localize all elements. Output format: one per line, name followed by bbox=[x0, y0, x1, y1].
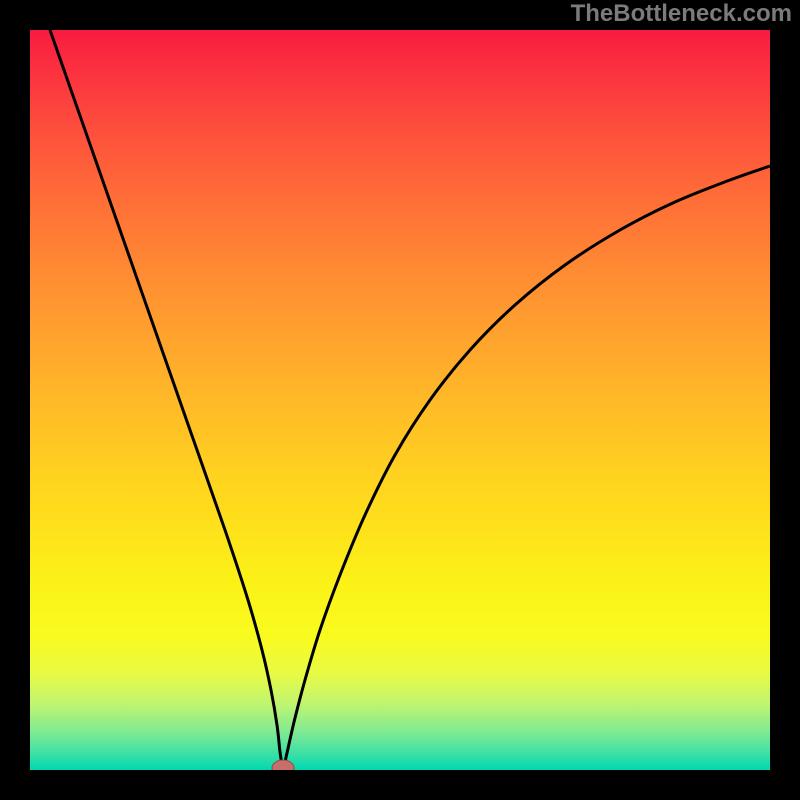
curve-layer bbox=[30, 30, 770, 770]
left-branch-curve bbox=[50, 30, 283, 770]
plot-area bbox=[30, 30, 770, 770]
minimum-marker bbox=[272, 760, 294, 770]
right-branch-curve bbox=[283, 166, 770, 770]
watermark-text: TheBottleneck.com bbox=[571, 0, 792, 28]
chart-root: TheBottleneck.com bbox=[0, 0, 800, 800]
